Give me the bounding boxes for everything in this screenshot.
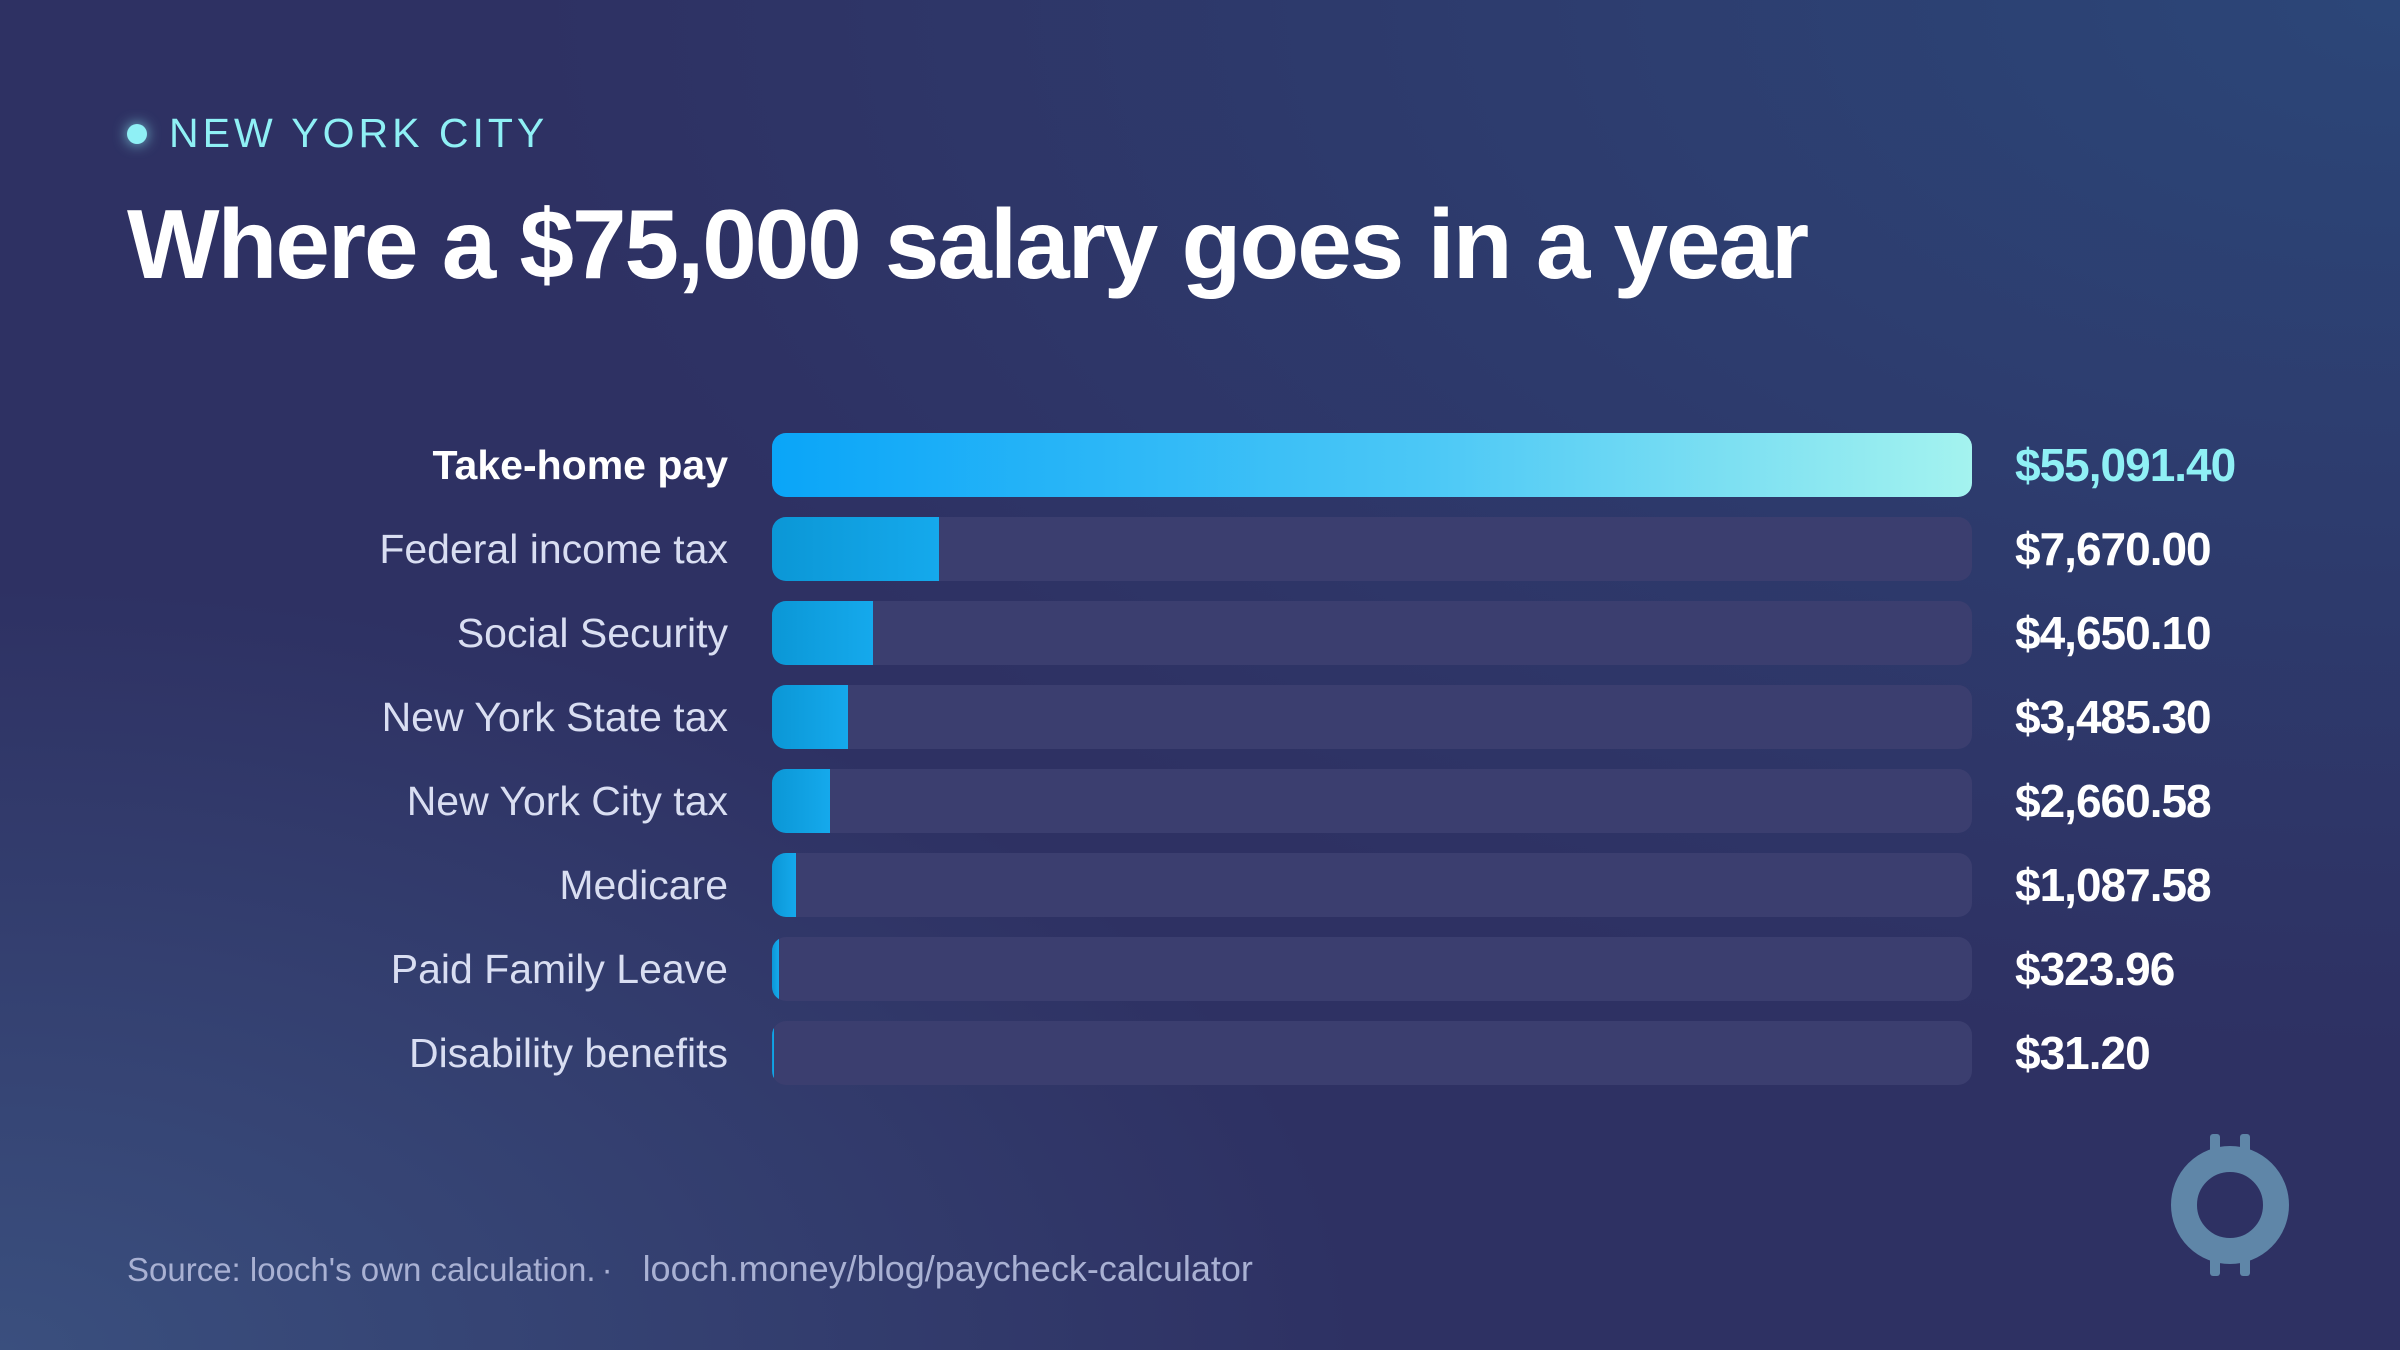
footer-separator: ·: [601, 1251, 613, 1288]
bar-label: Disability benefits: [408, 1030, 728, 1076]
bar-track: [772, 769, 1972, 833]
bar-label: Social Security: [456, 610, 728, 656]
bar-value-label: $1,087.58: [2015, 859, 2212, 911]
bar-row: Disability benefits $31.20: [0, 1021, 2400, 1105]
eyebrow-label: NEW YORK CITY: [169, 110, 549, 156]
footer: Source: looch's own calculation. · looch…: [127, 1248, 1253, 1290]
source-link[interactable]: looch.money/blog/paycheck-calculator: [642, 1248, 1253, 1289]
bar-row: Paid Family Leave $323.96: [0, 937, 2400, 1021]
bar-value-label: $3,485.30: [2015, 691, 2212, 743]
bar-track: [772, 853, 1972, 917]
bar-value-label: $31.20: [2015, 1027, 2151, 1079]
bar-row: Medicare $1,087.58: [0, 853, 2400, 937]
bar-track: [772, 433, 1972, 497]
bar-track: [772, 685, 1972, 749]
looch-logo-icon: [2171, 1134, 2289, 1276]
bar: [772, 769, 830, 833]
bar: [772, 517, 939, 581]
bar-row: New York City tax $2,660.58: [0, 769, 2400, 853]
bar-value-label: $2,660.58: [2015, 775, 2212, 827]
eyebrow: NEW YORK CITY: [127, 110, 548, 157]
bar-track: [772, 1021, 1972, 1085]
eyebrow-dot: [127, 123, 147, 144]
bar-row: Social Security $4,650.10: [0, 601, 2400, 685]
bar: [772, 685, 848, 749]
bar-label: Medicare: [559, 862, 728, 908]
bar-track: [772, 517, 1972, 581]
bar-label: Paid Family Leave: [390, 946, 728, 992]
bar-row: Take-home pay $55,091.40: [0, 433, 2400, 517]
bar-value-label: $55,091.40: [2015, 439, 2236, 491]
bar-label: Take-home pay: [432, 442, 728, 488]
bar-label: Federal income tax: [379, 526, 728, 572]
bar-row: New York State tax $3,485.30: [0, 685, 2400, 769]
source-text: Source: looch's own calculation.: [127, 1251, 596, 1288]
bar: [772, 433, 1972, 497]
chart-title: Where a $75,000 salary goes in a year: [127, 189, 1809, 299]
bar-track: [772, 601, 1972, 665]
bar: [772, 937, 779, 1001]
bar: [772, 601, 873, 665]
bar-label: New York City tax: [406, 778, 728, 824]
bar-chart: Take-home pay $55,091.40 Federal income ta…: [0, 433, 2400, 1105]
bar-value-label: $4,650.10: [2015, 607, 2212, 659]
bar: [772, 853, 796, 917]
bar-value-label: $323.96: [2015, 943, 2175, 995]
bar-label: New York State tax: [381, 694, 728, 740]
bar-value-label: $7,670.00: [2015, 523, 2212, 575]
bar-track: [772, 937, 1972, 1001]
bar: [772, 1021, 774, 1085]
bar-row: Federal income tax $7,670.00: [0, 517, 2400, 601]
